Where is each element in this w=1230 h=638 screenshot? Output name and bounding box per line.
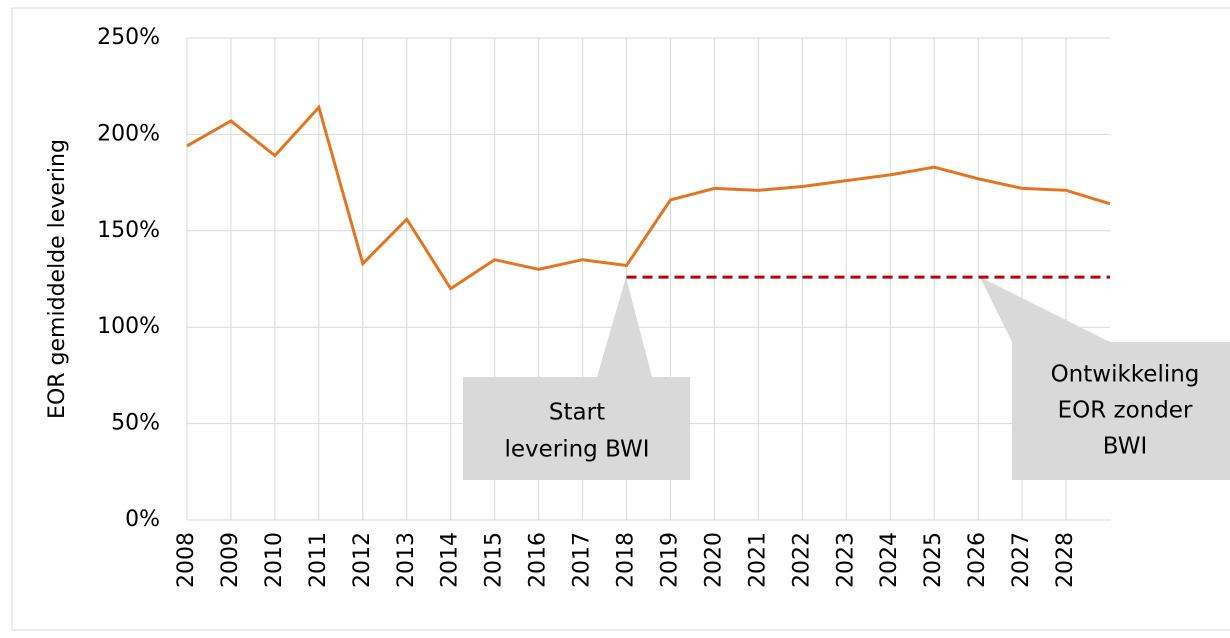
callout-text: levering BWI	[504, 437, 649, 463]
callout-text: BWI	[1103, 434, 1147, 460]
x-tick-label: 2017	[570, 532, 595, 588]
callout-text: Ontwikkeling	[1051, 362, 1200, 388]
callout-box	[980, 277, 1230, 480]
x-tick-label: 2021	[745, 532, 770, 588]
x-tick-label: 2026	[965, 532, 990, 588]
callout-text: EOR zonder	[1058, 398, 1193, 424]
y-tick-label: 250%	[97, 25, 160, 50]
x-tick-label: 2013	[394, 532, 419, 588]
x-tick-label: 2016	[526, 532, 551, 588]
y-tick-label: 50%	[111, 411, 160, 436]
x-tick-label: 2025	[921, 532, 946, 588]
y-tick-label: 200%	[97, 121, 160, 146]
x-tick-label: 2024	[877, 532, 902, 588]
data-line	[186, 104, 1111, 291]
x-tick-label: 2028	[1053, 532, 1078, 588]
frame	[11, 7, 1230, 631]
x-tick-label: 2012	[350, 532, 375, 588]
x-tick-label: 2010	[262, 532, 287, 588]
callout-text: Start	[549, 400, 605, 426]
x-tick-label: 2023	[833, 532, 858, 588]
x-tick-label: 2027	[1009, 532, 1034, 588]
callout-box	[463, 277, 690, 480]
x-tick-label: 2014	[438, 532, 463, 588]
y-axis-label: EOR gemiddelde levering	[45, 139, 70, 419]
marks	[186, 104, 1111, 291]
x-tick-label: 2022	[789, 532, 814, 588]
y-tick-label: 150%	[97, 218, 160, 243]
y-tick-label: 100%	[97, 314, 160, 339]
x-tick-label: 2018	[614, 532, 639, 588]
x-tick-label: 2015	[482, 532, 507, 588]
x-tick-label: 2008	[174, 532, 199, 588]
x-tick-label: 2019	[657, 532, 682, 588]
x-tick-label: 2009	[218, 532, 243, 588]
callouts: Start levering BWI Ontwikkeling EOR zonder B…	[463, 277, 1230, 480]
x-tick-label: 2011	[306, 532, 331, 588]
grid	[186, 37, 1110, 521]
x-tick-label: 2020	[701, 532, 726, 588]
y-tick-label: 0%	[125, 507, 160, 532]
